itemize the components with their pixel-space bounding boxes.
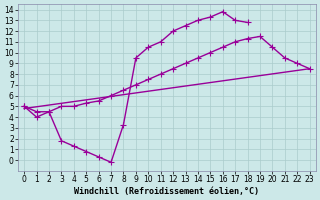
X-axis label: Windchill (Refroidissement éolien,°C): Windchill (Refroidissement éolien,°C) <box>74 187 260 196</box>
